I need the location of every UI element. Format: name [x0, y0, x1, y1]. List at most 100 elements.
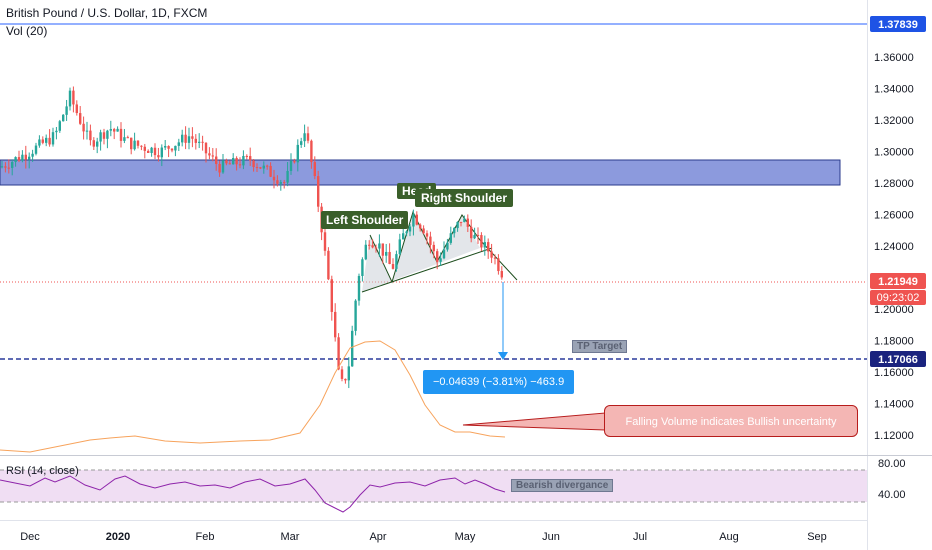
candle-body — [14, 157, 17, 162]
candle-body — [96, 141, 99, 147]
candle-body — [0, 166, 4, 168]
candle-body — [232, 157, 235, 165]
price-tick-label: 1.18000 — [874, 336, 914, 348]
top-level-tag — [870, 16, 926, 32]
candle-body — [198, 141, 201, 143]
time-axis[interactable]: Dec 2020 Feb Mar Apr May Jun Jul Aug Sep — [20, 531, 827, 543]
rsi-axis[interactable]: 80.00 40.00 — [878, 458, 906, 501]
countdown-tag-text: 09:23:02 — [877, 292, 920, 304]
candle-body — [323, 232, 327, 251]
candle-body — [119, 128, 123, 141]
candle-body — [310, 140, 313, 163]
candle-body — [351, 330, 354, 367]
candle-body — [259, 167, 262, 169]
candle-body — [201, 141, 204, 143]
candle-body — [89, 130, 92, 141]
volume-indicator-label[interactable]: Vol (20) — [6, 24, 48, 38]
candle-body — [466, 218, 469, 227]
price-tick-label: 1.32000 — [874, 115, 914, 127]
price-tick-label: 1.24000 — [874, 241, 914, 253]
candle-body — [354, 300, 357, 331]
candle-body — [415, 214, 418, 225]
candle-body — [249, 156, 252, 161]
candle-body — [306, 133, 310, 141]
candle-body — [242, 155, 245, 166]
candle-body — [218, 163, 221, 173]
volume-ma-line — [0, 340, 506, 453]
candle-body — [412, 214, 415, 227]
rsi-divergence-label[interactable]: Bearish divergance — [511, 479, 614, 492]
candle-body — [313, 162, 316, 177]
candle-body — [160, 147, 163, 158]
candle-body — [211, 155, 214, 157]
time-tick-label: Mar — [281, 531, 300, 543]
candle-body — [170, 148, 174, 151]
candle-body — [493, 257, 497, 259]
time-tick-label: Sep — [807, 531, 827, 543]
candle-body — [300, 141, 303, 145]
candle-body — [24, 154, 27, 160]
candle-body — [126, 137, 129, 139]
chart-title[interactable]: British Pound / U.S. Dollar, 1D, FXCM — [6, 6, 208, 20]
candle-body — [28, 156, 31, 160]
candle-body — [31, 153, 34, 157]
right-shoulder-label[interactable]: Right Shoulder — [415, 189, 513, 207]
price-tick-label: 1.12000 — [874, 430, 914, 442]
candle-body — [283, 182, 286, 184]
candle-body — [293, 160, 296, 163]
head-shoulders-shape[interactable] — [362, 212, 480, 292]
candle-body — [490, 251, 493, 258]
candle-body — [228, 163, 231, 165]
candle-body — [38, 139, 41, 146]
candle-body — [391, 264, 395, 269]
rsi-indicator-label[interactable]: RSI (14, close) — [6, 465, 79, 477]
candle-body — [361, 259, 364, 276]
candle-body — [181, 134, 184, 143]
candle-body — [446, 242, 449, 250]
candle-body — [425, 233, 429, 237]
candle-body — [470, 226, 473, 239]
time-tick-label: Apr — [369, 531, 386, 543]
candle-body — [208, 153, 211, 156]
candle-body — [147, 150, 150, 153]
price-axis[interactable]: 1.36000 1.34000 1.32000 1.30000 1.28000 1.260… — [874, 52, 914, 442]
candle-body — [272, 176, 276, 181]
candle-body — [419, 224, 422, 229]
price-tick-label: 1.36000 — [874, 52, 914, 64]
price-tick-label: 1.30000 — [874, 147, 914, 159]
candle-body — [99, 132, 102, 142]
measure-label[interactable]: −0.04639 (−3.81%) −463.9 — [423, 370, 575, 394]
candle-body — [266, 165, 269, 167]
candle-body — [235, 157, 238, 165]
candle-body — [238, 164, 242, 166]
candle-body — [405, 231, 408, 234]
candle-body — [269, 165, 272, 177]
time-tick-label: Jul — [633, 531, 647, 543]
candle-body — [453, 228, 456, 234]
candle-body — [215, 156, 218, 164]
candle-body — [41, 139, 44, 143]
candle-body — [130, 137, 133, 150]
candle-body — [463, 218, 466, 223]
left-shoulder-label[interactable]: Left Shoulder — [321, 211, 409, 229]
candle-body — [92, 140, 95, 147]
candle-body — [279, 182, 282, 184]
candle-body — [106, 130, 109, 139]
countdown-tag — [870, 290, 926, 305]
candle-body — [432, 244, 435, 252]
candle-body — [487, 242, 490, 252]
candle-body — [113, 129, 116, 132]
price-tick-label: 1.34000 — [874, 84, 914, 96]
candle-body — [150, 147, 153, 153]
tp-target-label[interactable]: TP Target — [572, 340, 628, 353]
rsi-band — [0, 470, 867, 502]
candle-body — [21, 154, 24, 161]
candle-body — [337, 337, 340, 370]
candle-body — [17, 157, 21, 161]
candle-body — [174, 145, 177, 151]
resistance-zone[interactable] — [0, 159, 841, 186]
candle-body — [347, 366, 350, 381]
time-tick-label: Dec — [20, 531, 40, 543]
volume-callout[interactable]: Falling Volume indicates Bullish uncerta… — [604, 405, 858, 437]
